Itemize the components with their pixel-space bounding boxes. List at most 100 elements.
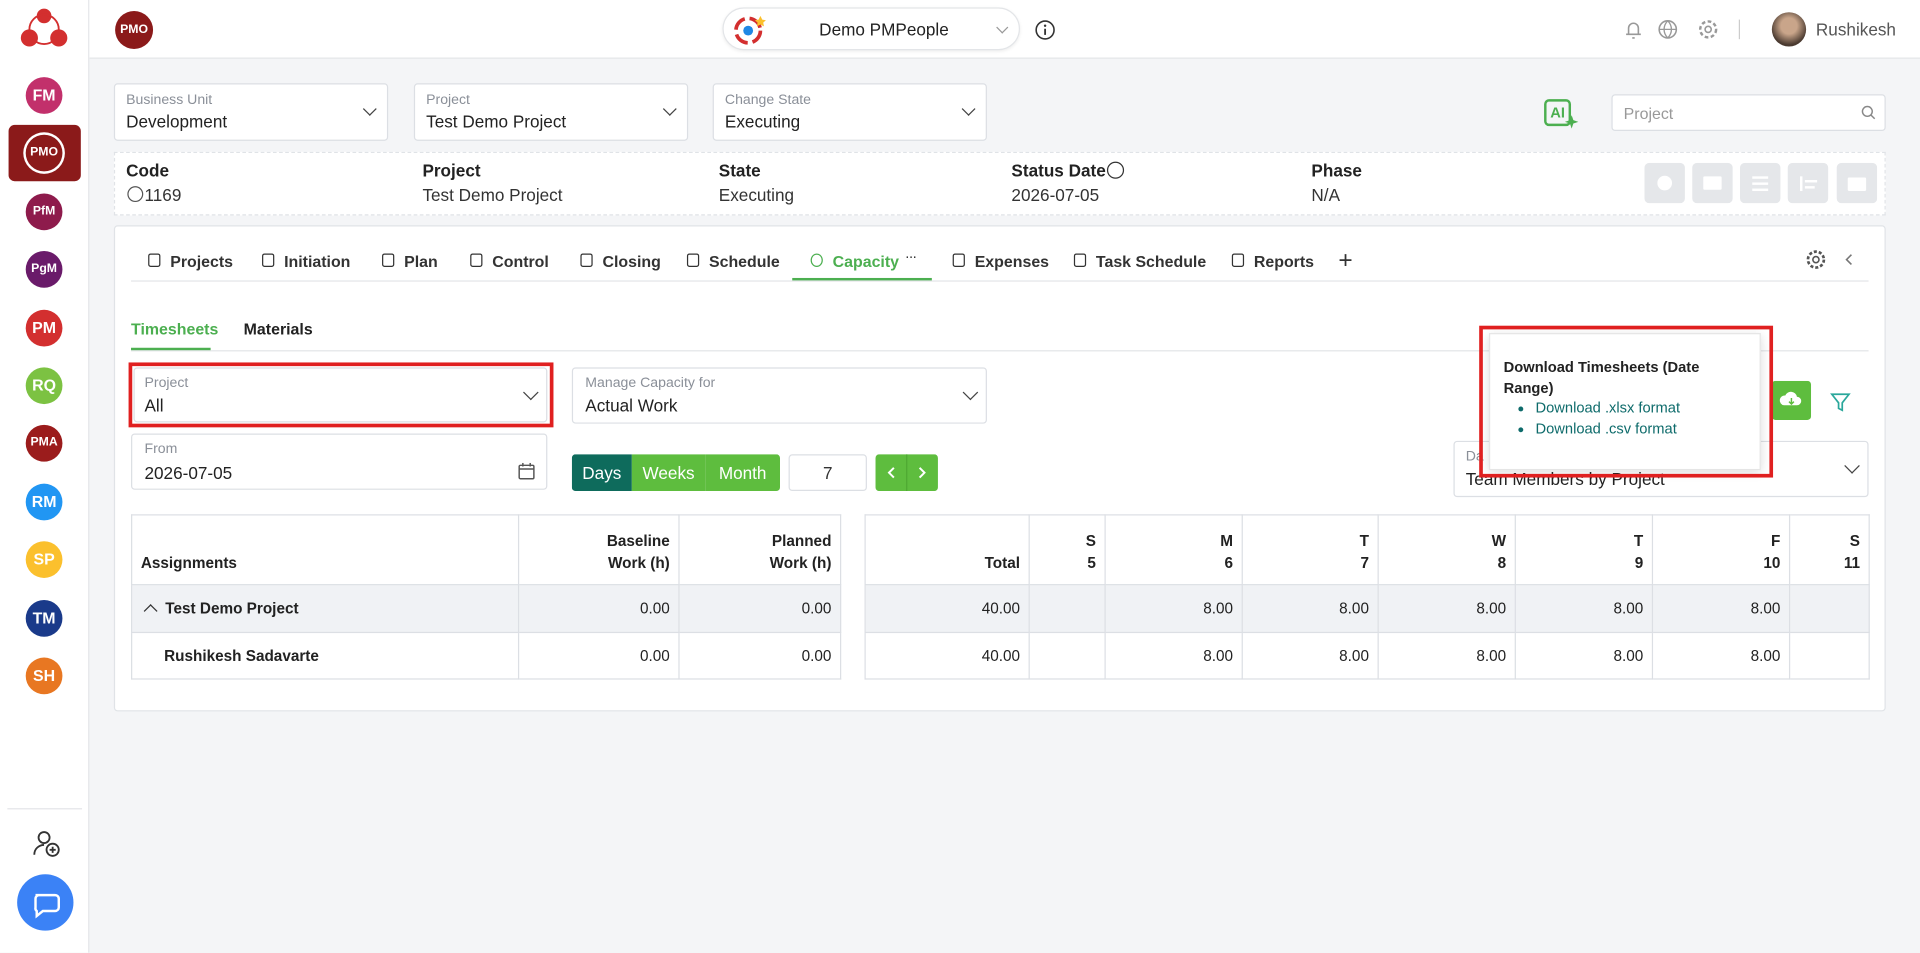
popup-links: Download .xlsx formatDownload .csv forma… bbox=[1504, 398, 1681, 440]
help-icon[interactable] bbox=[1106, 161, 1125, 179]
logo bbox=[20, 8, 68, 47]
user-name[interactable]: Rushikesh bbox=[1815, 19, 1896, 40]
module-icon[interactable]: PfM bbox=[25, 193, 63, 230]
row: 40.00 8.00 8.00 8.00 8.00 8.00 bbox=[864, 631, 1870, 680]
tab-settings[interactable] bbox=[1805, 249, 1860, 271]
avatar[interactable] bbox=[1771, 12, 1807, 47]
tab-icon bbox=[262, 253, 275, 267]
tab-icon bbox=[952, 253, 965, 267]
module-icon[interactable]: FM bbox=[25, 77, 63, 114]
total-cell: 40.00 bbox=[864, 584, 1030, 634]
tab-icon bbox=[686, 253, 700, 267]
info-icon[interactable] bbox=[1035, 20, 1056, 41]
header-icons[interactable] bbox=[1621, 18, 1731, 40]
collapse-icon[interactable] bbox=[143, 604, 158, 618]
module-badge[interactable]: PMO bbox=[115, 11, 154, 49]
tab-icon bbox=[470, 253, 483, 267]
module-icon[interactable]: PMO bbox=[25, 135, 63, 172]
module-icon[interactable]: RM bbox=[25, 483, 63, 521]
nav-buttons[interactable] bbox=[875, 454, 938, 492]
day-cell bbox=[1788, 631, 1870, 680]
tab[interactable]: Control bbox=[492, 252, 549, 271]
header-text: T bbox=[1359, 532, 1369, 550]
module-icon[interactable]: PgM bbox=[25, 251, 63, 288]
header-text: 11 bbox=[1843, 554, 1861, 572]
add-tab[interactable]: + bbox=[1338, 247, 1353, 275]
workspace-name: Demo PMPeople bbox=[819, 19, 949, 40]
day-cell: 8.00 bbox=[1651, 631, 1791, 680]
download-filter[interactable] bbox=[1771, 380, 1858, 421]
workspace-selector[interactable]: Demo PMPeople bbox=[722, 7, 1021, 51]
summary-value: Test Demo Project bbox=[422, 184, 563, 205]
popup-title: Download Timesheets (Date Range) bbox=[1503, 358, 1700, 397]
tab-icon bbox=[810, 253, 823, 267]
from-date[interactable]: From 2026-07-05 bbox=[131, 433, 548, 490]
field-label: Change State bbox=[724, 93, 812, 108]
tab[interactable]: Closing bbox=[602, 252, 661, 271]
day-cell bbox=[1028, 584, 1106, 634]
field-value: All bbox=[144, 395, 164, 416]
day-cell: 8.00 bbox=[1377, 631, 1516, 680]
highlight-popup bbox=[1479, 325, 1774, 478]
download-link[interactable]: Download .csv format bbox=[1536, 419, 1681, 440]
filter-dropdown[interactable]: Change State Executing bbox=[712, 83, 987, 141]
count-input[interactable]: 7 bbox=[788, 454, 867, 492]
tab[interactable]: Projects bbox=[170, 252, 234, 271]
planned-cell: 0.00 bbox=[678, 584, 842, 634]
row: Test Demo Project 0.00 0.00 bbox=[131, 584, 842, 634]
period-button[interactable]: Month bbox=[705, 454, 781, 492]
tab[interactable]: Reports bbox=[1253, 252, 1315, 271]
tab[interactable]: Task Schedule bbox=[1095, 252, 1207, 271]
header-row: Total S 5 M 6 T 7 W 8 T 9 F 10 S 11 bbox=[864, 514, 1870, 586]
summary-bar bbox=[113, 151, 1886, 216]
tab[interactable]: Capacity bbox=[832, 252, 900, 271]
header-text: F bbox=[1771, 532, 1781, 550]
summary-label: State bbox=[718, 160, 761, 181]
summary-value: 2026-07-05 bbox=[1011, 184, 1100, 205]
subtab[interactable]: Materials bbox=[243, 319, 313, 338]
project-dropdown[interactable]: Project All bbox=[133, 367, 548, 423]
subtab[interactable]: Timesheets bbox=[131, 319, 219, 338]
subtab-divider bbox=[131, 350, 1869, 352]
module-icon[interactable]: SP bbox=[25, 541, 63, 579]
field-value: Test Demo Project bbox=[426, 111, 567, 132]
filter-dropdown[interactable]: Project Test Demo Project bbox=[413, 83, 689, 141]
summary-label: Phase bbox=[1311, 160, 1362, 181]
module-icon[interactable]: PM bbox=[25, 309, 63, 347]
filter-dropdown[interactable]: Business Unit Development bbox=[113, 83, 389, 141]
module-icon[interactable]: PMA bbox=[25, 425, 63, 463]
total-cell: 40.00 bbox=[864, 631, 1030, 680]
period-button[interactable]: Days bbox=[571, 454, 632, 492]
action-buttons[interactable] bbox=[1644, 162, 1878, 204]
module-icon[interactable]: SH bbox=[25, 657, 63, 695]
manage-dropdown[interactable]: Manage Capacity for Actual Work bbox=[571, 367, 987, 424]
tab[interactable]: Initiation bbox=[284, 252, 351, 271]
column-header: Assignments bbox=[131, 514, 520, 586]
header-text: 10 bbox=[1763, 554, 1781, 572]
chevron bbox=[662, 102, 677, 116]
download-link[interactable]: Download .xlsx format bbox=[1536, 398, 1681, 419]
ai-button[interactable]: AI bbox=[1544, 98, 1579, 130]
capacity-table: Total S 5 M 6 T 7 W 8 T 9 F 10 S 11 40.00 8.00 8.00 8.00 8.… bbox=[864, 514, 1870, 680]
header-text: S bbox=[1849, 532, 1861, 550]
header-text: Total bbox=[984, 554, 1021, 572]
period-button[interactable]: Weeks bbox=[631, 454, 706, 492]
header-text: Assignments bbox=[140, 554, 237, 572]
header-text: Work (h) bbox=[769, 554, 832, 572]
assignment-cell: Test Demo Project bbox=[131, 584, 520, 634]
tab-icon bbox=[1073, 253, 1087, 267]
divider bbox=[7, 808, 83, 810]
tab[interactable]: Plan bbox=[404, 252, 438, 271]
tab[interactable]: Schedule bbox=[708, 252, 780, 271]
search-box[interactable]: Project bbox=[1611, 94, 1886, 132]
assignment-name: Test Demo Project bbox=[165, 600, 299, 618]
field-value: Actual Work bbox=[585, 395, 678, 416]
tab[interactable]: Expenses bbox=[974, 252, 1050, 271]
chat-button[interactable] bbox=[17, 874, 74, 931]
module-icon[interactable]: TM bbox=[25, 599, 63, 637]
add-user-icon[interactable] bbox=[32, 829, 61, 858]
module-icon[interactable]: RQ bbox=[25, 367, 63, 405]
summary-value: N/A bbox=[1311, 184, 1341, 205]
header-text: 6 bbox=[1224, 554, 1234, 572]
